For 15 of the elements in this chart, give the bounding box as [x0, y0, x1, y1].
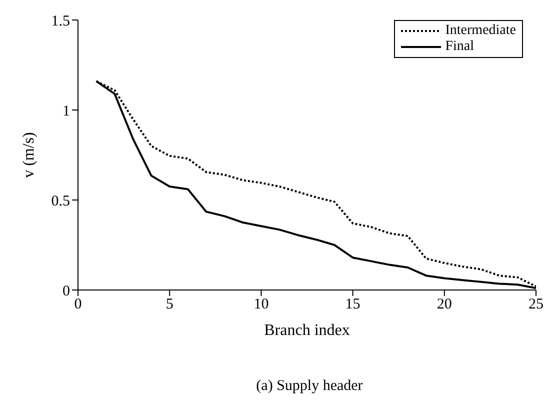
x-tick-label: 5	[166, 296, 174, 313]
y-tick-label: 0.5	[51, 193, 70, 210]
x-tick-label: 20	[436, 296, 452, 313]
x-tick-label: 10	[254, 296, 269, 313]
y-tick-label: 1	[62, 103, 70, 120]
x-tick-label: 25	[528, 296, 544, 313]
legend-label: Final	[445, 39, 474, 55]
text: (a) Supply header	[255, 378, 364, 395]
y-axis-title: v (m/s)	[20, 132, 38, 178]
y-tick-label: 0	[62, 283, 70, 300]
x-tick-label: 0	[74, 296, 82, 313]
legend-label: Intermediate	[445, 23, 516, 39]
x-axis-title: Branch index	[264, 322, 350, 339]
y-tick-label: 1.5	[51, 13, 70, 30]
x-tick-label: 15	[345, 296, 360, 313]
